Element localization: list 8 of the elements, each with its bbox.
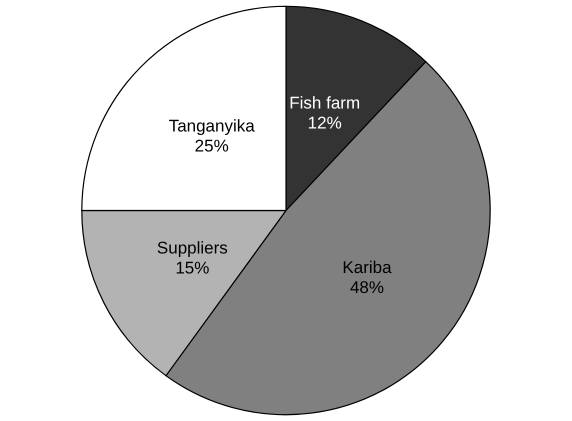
slice-label: Tanganyika: [168, 116, 256, 136]
slice-label: Suppliers: [156, 238, 228, 258]
data-label: 15%: [175, 258, 210, 278]
data-label: 25%: [194, 136, 229, 156]
data-label: 48%: [350, 278, 384, 297]
data-label: 12%: [308, 113, 342, 132]
slice-label: Kariba: [342, 258, 392, 277]
slice-label: Fish farm: [289, 93, 360, 112]
